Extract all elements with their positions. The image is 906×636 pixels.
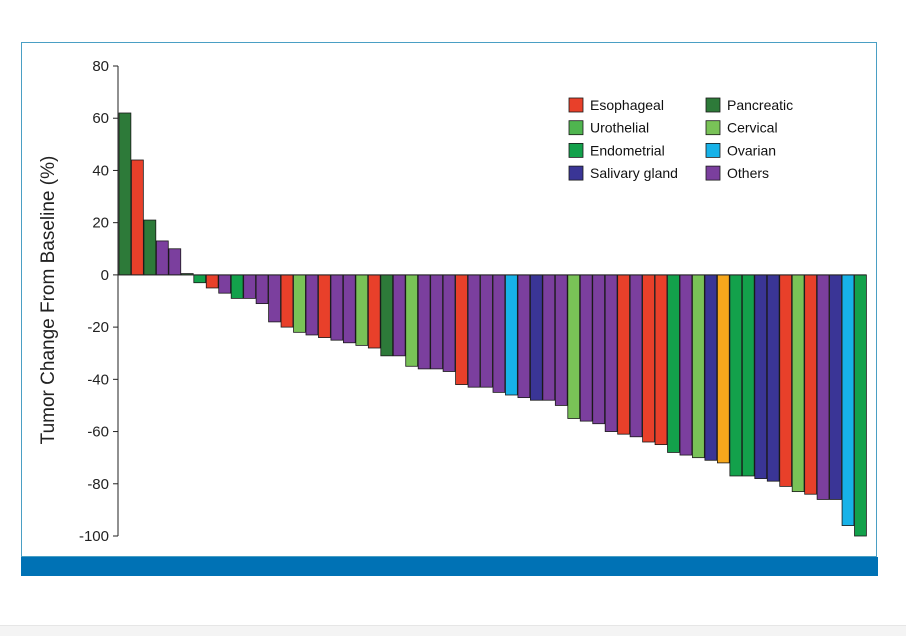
bar-39 (592, 274, 605, 425)
bar-49 (717, 274, 730, 464)
bar-26 (430, 274, 443, 370)
bar-4 (155, 240, 169, 276)
bar-27 (442, 274, 456, 372)
legend: Esophageal Pancreatic Urothelial Cervical En… (568, 97, 793, 181)
bar-16 (305, 274, 319, 336)
bar-1 (118, 112, 132, 276)
bar-45 (667, 274, 680, 453)
bar-30 (480, 274, 493, 388)
bar-13 (268, 274, 281, 323)
bar-52 (754, 274, 768, 479)
legend-swatch (705, 142, 721, 158)
bars-group (118, 112, 867, 537)
bar-20 (355, 274, 369, 346)
y-tick-label: -60 (87, 424, 109, 441)
bar-19 (342, 274, 356, 344)
legend-swatch (705, 165, 721, 181)
bar-48 (704, 274, 718, 461)
bar-58 (829, 274, 842, 500)
legend-label: Cervical (727, 120, 778, 136)
legend-label: Ovarian (727, 142, 776, 158)
legend-swatch (705, 120, 721, 136)
bar-57 (816, 274, 830, 500)
bar-28 (455, 274, 468, 385)
bar-59 (841, 274, 855, 526)
legend-swatch (568, 165, 584, 181)
bar-44 (654, 274, 668, 446)
legend-swatch (705, 97, 721, 113)
y-tick-label: -80 (87, 476, 109, 493)
bar-25 (417, 274, 431, 370)
bar-2 (131, 159, 144, 276)
bar-51 (741, 274, 755, 477)
bar-10 (230, 274, 244, 299)
bar-12 (255, 274, 269, 305)
bar-18 (330, 274, 344, 341)
y-tick-label: -100 (79, 528, 109, 545)
legend-swatch (568, 120, 584, 136)
bar-37 (567, 274, 581, 419)
bar-40 (604, 274, 618, 432)
bar-60 (854, 274, 867, 537)
bar-7 (193, 274, 207, 284)
bar-32 (505, 274, 518, 396)
legend-label: Esophageal (590, 97, 664, 113)
bar-50 (729, 274, 743, 477)
bar-42 (629, 274, 643, 438)
y-tick-label: -20 (87, 319, 109, 336)
y-axis-label: Tumor Change From Baseline (%) (38, 156, 59, 445)
legend-label: Urothelial (590, 120, 649, 136)
bar-5 (168, 248, 182, 276)
bar-41 (617, 274, 630, 435)
bar-56 (804, 274, 817, 495)
bar-43 (642, 274, 655, 443)
bar-54 (779, 274, 792, 487)
bar-9 (218, 274, 231, 294)
bar-29 (467, 274, 481, 388)
bar-3 (143, 219, 157, 276)
legend-label: Pancreatic (727, 97, 793, 113)
bar-34 (530, 274, 543, 401)
legend-swatch (568, 142, 584, 158)
footer-strip (0, 625, 906, 636)
bar-38 (579, 274, 593, 422)
legend-label: Endometrial (590, 142, 665, 158)
bar-36 (554, 274, 568, 406)
bar-46 (679, 274, 693, 456)
y-tick-label: 80 (92, 58, 109, 75)
y-tick-label: -40 (87, 371, 109, 388)
bar-21 (367, 274, 381, 349)
bar-23 (392, 274, 406, 357)
bar-55 (791, 274, 805, 493)
bar-11 (243, 274, 256, 299)
bar-15 (293, 274, 306, 333)
bottom-accent-bar (21, 557, 878, 576)
bar-22 (380, 274, 394, 357)
y-axis: 80 60 40 20 0 -20 -40 -60 -80 -100 (79, 58, 866, 545)
y-tick-label: 0 (101, 267, 109, 284)
bar-47 (692, 274, 705, 459)
legend-label: Others (727, 165, 769, 181)
bar-17 (318, 274, 331, 338)
y-tick-label: 40 (92, 162, 109, 179)
legend-label: Salivary gland (590, 165, 678, 181)
bar-31 (492, 274, 506, 393)
bar-33 (517, 274, 531, 399)
legend-swatch (568, 97, 584, 113)
bar-35 (542, 274, 556, 401)
bar-24 (405, 274, 419, 367)
y-tick-label: 20 (92, 215, 109, 232)
bar-14 (280, 274, 294, 328)
bar-8 (205, 274, 219, 289)
bar-53 (766, 274, 780, 482)
y-tick-label: 60 (92, 110, 109, 127)
